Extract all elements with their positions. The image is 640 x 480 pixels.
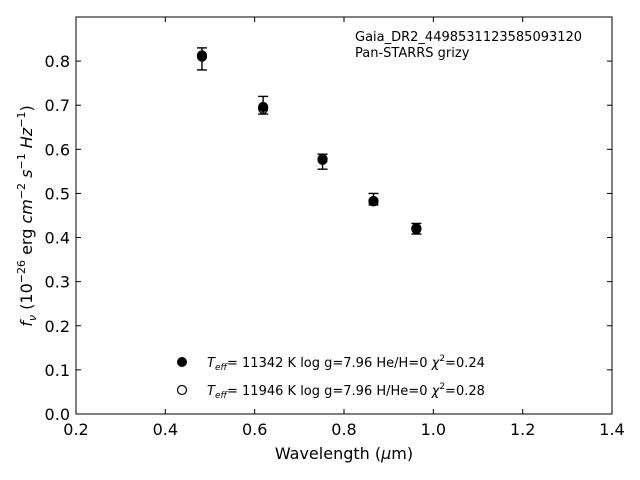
- y-tick-label: 0.5: [45, 184, 70, 203]
- x-tick-label: 0.6: [242, 420, 267, 439]
- y-tick-label: 0.1: [45, 361, 70, 380]
- y-axis-label: fν (10−26 erg cm−2 s−1 Hz−1): [15, 105, 39, 326]
- x-tick-label: 0.4: [153, 420, 178, 439]
- y-axis: 0.0 0.1 0.2 0.3 0.4 0.5 0.6 0.7 0.8: [45, 52, 612, 424]
- model-point-open: [258, 103, 269, 114]
- x-tick-label: 0.8: [331, 420, 356, 439]
- y-tick-label: 0.7: [45, 96, 70, 115]
- legend-entry-1: Teff= 11342 K log g=7.96 He/H=0 χ2=0.24: [207, 354, 485, 373]
- x-axis-label: Wavelength (μm): [275, 444, 413, 463]
- plot-frame: [75, 16, 613, 415]
- x-tick-label: 0.2: [63, 420, 88, 439]
- y-tick-label: 0.4: [45, 229, 70, 248]
- annotation-filters: Pan-STARRS grizy: [355, 46, 470, 61]
- y-tick-label: 0.0: [45, 405, 70, 424]
- y-tick-label: 0.6: [45, 140, 70, 159]
- legend: Teff= 11342 K log g=7.96 He/H=0 χ2=0.24 …: [176, 354, 485, 401]
- y-tick-label: 0.3: [45, 273, 70, 292]
- x-axis: 0.2 0.4 0.6 0.8 1.0 1.2 1.4: [63, 17, 625, 439]
- y-tick-label: 0.2: [45, 317, 70, 336]
- model-point-open: [368, 196, 379, 207]
- legend-marker-filled: [177, 357, 187, 367]
- annotation-source: Gaia_DR2_4498531123585093120: [355, 30, 582, 45]
- legend-entry-2: Teff= 11946 K log g=7.96 H/He=0 χ2=0.28: [207, 382, 485, 401]
- model-point-open: [196, 50, 208, 61]
- x-tick-label: 1.4: [599, 420, 624, 439]
- y-tick-label: 0.8: [45, 52, 70, 71]
- model-point-open: [317, 153, 328, 165]
- legend-marker-open: [176, 384, 188, 396]
- data-points: [196, 47, 422, 235]
- x-tick-label: 1.2: [510, 420, 535, 439]
- x-tick-label: 1.0: [421, 420, 446, 439]
- model-point-open: [411, 224, 422, 235]
